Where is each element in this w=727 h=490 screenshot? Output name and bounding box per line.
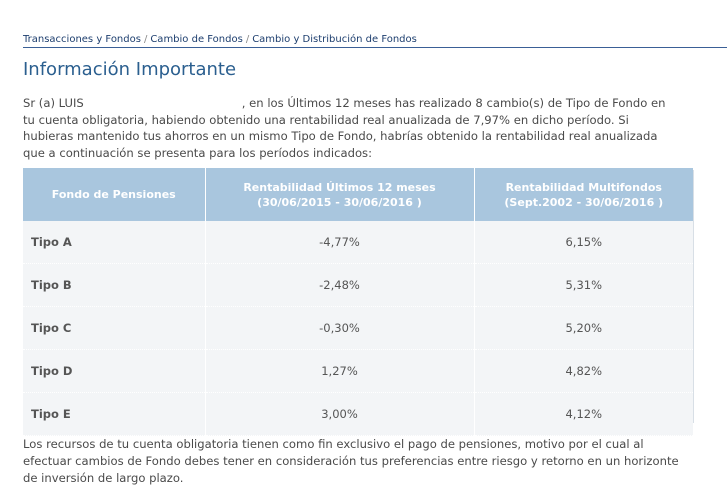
return-multifondos: 4,12% xyxy=(474,392,693,436)
footer-note: Los recursos de tu cuenta obligatoria ti… xyxy=(23,437,679,485)
intro-prefix: Sr (a) LUIS xyxy=(23,96,84,110)
fund-name: Tipo E xyxy=(23,392,206,436)
fund-name: Tipo C xyxy=(23,306,206,350)
header-fondo: Fondo de Pensiones xyxy=(23,168,206,221)
return-last-12: 1,27% xyxy=(205,349,475,393)
breadcrumb-cambio-fondos-link[interactable]: Cambio de Fondos xyxy=(150,34,243,45)
fund-name: Tipo A xyxy=(23,221,206,264)
breadcrumb-separator: / xyxy=(245,34,250,45)
header-rentabilidad-12-meses: Rentabilidad Últimos 12 meses (30/06/2015… xyxy=(205,168,475,221)
breadcrumb-transacciones-link[interactable]: Transacciones y Fondos xyxy=(23,34,141,45)
return-multifondos: 5,20% xyxy=(474,306,693,350)
fund-name: Tipo B xyxy=(23,263,206,307)
return-last-12: -0,30% xyxy=(205,306,475,350)
return-last-12: -4,77% xyxy=(205,221,475,264)
table-shadow xyxy=(693,170,694,423)
table-row: Tipo E 3,00% 4,12% xyxy=(23,392,693,436)
header-rentabilidad-multifondos: Rentabilidad Multifondos (Sept.2002 - 30/… xyxy=(474,168,693,221)
table-row: Tipo A -4,77% 6,15% xyxy=(23,221,693,264)
fund-name: Tipo D xyxy=(23,349,206,393)
return-last-12: 3,00% xyxy=(205,392,475,436)
return-multifondos: 4,82% xyxy=(474,349,693,393)
table-row: Tipo C -0,30% 5,20% xyxy=(23,306,693,350)
page-title: Información Importante xyxy=(23,59,237,80)
return-last-12: -2,48% xyxy=(205,263,475,307)
table-header-row: Fondo de Pensiones Rentabilidad Últimos … xyxy=(23,168,693,221)
returns-table: Fondo de Pensiones Rentabilidad Últimos … xyxy=(23,168,693,436)
intro-text: , en los Últimos 12 meses has realizado … xyxy=(23,96,666,160)
return-multifondos: 6,15% xyxy=(474,221,693,264)
breadcrumb: Transacciones y Fondos / Cambio de Fondos /… xyxy=(23,34,727,48)
return-multifondos: 5,31% xyxy=(474,263,693,307)
intro-paragraph: Sr (a) LUIS, en los Últimos 12 meses has… xyxy=(23,95,673,161)
table-row: Tipo D 1,27% 4,82% xyxy=(23,349,693,393)
table-row: Tipo B -2,48% 5,31% xyxy=(23,263,693,307)
breadcrumb-cambio-distribucion-link[interactable]: Cambio y Distribución de Fondos xyxy=(252,34,417,45)
breadcrumb-separator: / xyxy=(143,34,148,45)
